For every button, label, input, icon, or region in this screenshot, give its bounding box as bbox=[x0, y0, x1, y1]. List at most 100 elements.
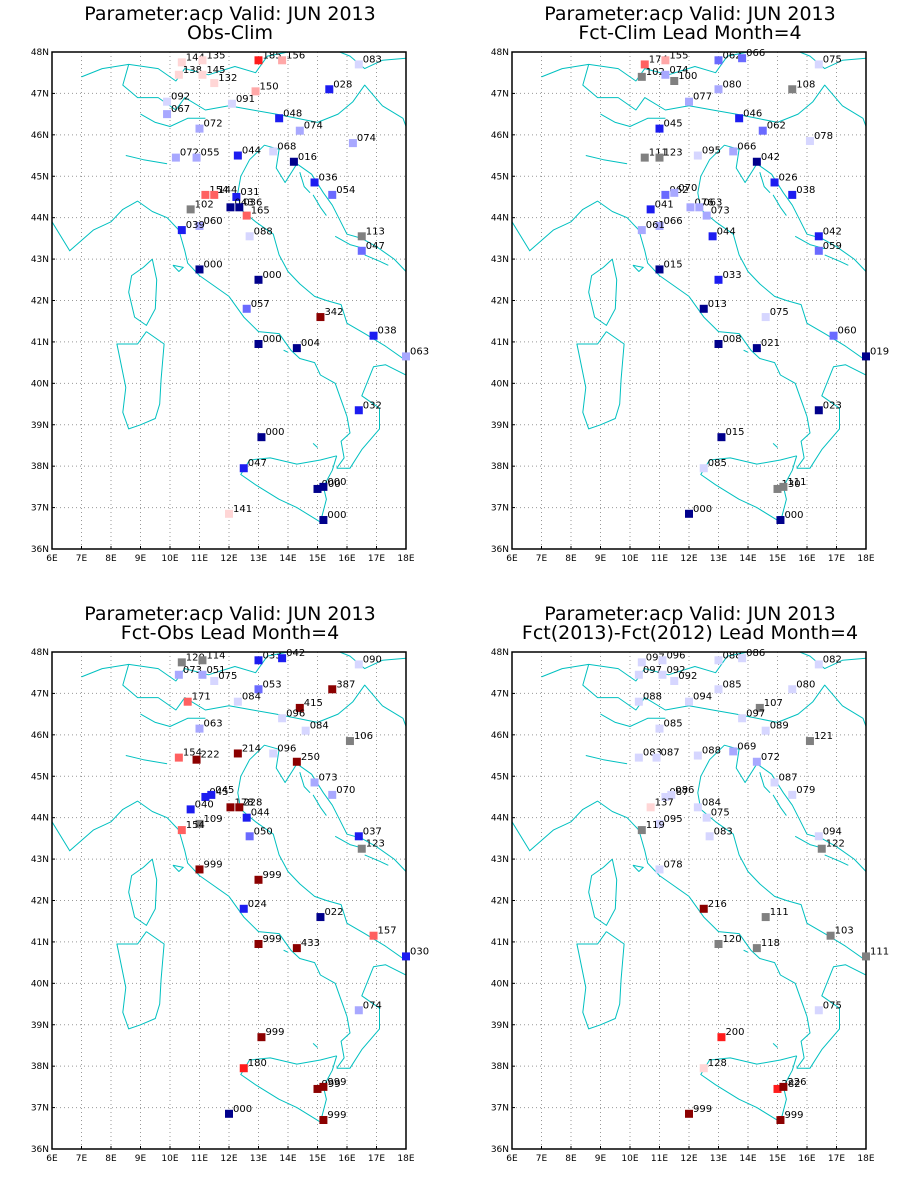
station-label: 094 bbox=[693, 692, 712, 703]
station-marker bbox=[695, 203, 704, 212]
station-marker bbox=[714, 656, 723, 665]
station-marker bbox=[717, 433, 726, 442]
station-label: 045 bbox=[209, 787, 228, 798]
station-label: 226 bbox=[787, 1077, 806, 1088]
coastline bbox=[125, 155, 168, 165]
station-marker bbox=[354, 1006, 363, 1015]
station-label: 111 bbox=[787, 477, 806, 488]
y-tick-label: 39N bbox=[491, 421, 509, 431]
station-label: 048 bbox=[283, 108, 302, 119]
station-label: 069 bbox=[737, 741, 756, 752]
station-marker bbox=[402, 352, 410, 361]
station-label: 063 bbox=[703, 197, 722, 208]
station-marker bbox=[177, 226, 186, 235]
station-label: 111 bbox=[770, 907, 789, 918]
y-tick-label: 47N bbox=[491, 689, 509, 699]
coastline bbox=[116, 931, 165, 1030]
station-marker bbox=[319, 1082, 328, 1091]
station-label: 999 bbox=[327, 1110, 346, 1121]
coastline bbox=[600, 113, 666, 127]
station-label: 999 bbox=[327, 1077, 346, 1088]
station-label: 072 bbox=[761, 752, 780, 763]
coastline bbox=[336, 364, 406, 469]
station-label: 000 bbox=[233, 1104, 252, 1115]
station-label: 074 bbox=[669, 65, 688, 76]
station-label: 082 bbox=[823, 654, 842, 665]
station-marker bbox=[661, 70, 670, 79]
station-label: 044 bbox=[251, 808, 270, 819]
station-label: 084 bbox=[310, 721, 329, 732]
station-label: 066 bbox=[664, 216, 683, 227]
x-tick-label: 16E bbox=[798, 554, 815, 564]
station-marker bbox=[295, 703, 304, 712]
station-label: 095 bbox=[702, 146, 721, 157]
station-marker bbox=[637, 658, 646, 667]
station-marker bbox=[729, 747, 738, 756]
station-marker bbox=[254, 56, 263, 65]
y-tick-label: 38N bbox=[31, 1062, 49, 1072]
station-label: 030 bbox=[410, 946, 429, 957]
station-label: 072 bbox=[180, 148, 199, 159]
x-tick-label: 17E bbox=[368, 1154, 385, 1164]
station-marker bbox=[752, 944, 761, 953]
station-marker bbox=[345, 737, 354, 746]
station-label: 415 bbox=[304, 698, 323, 709]
station-marker bbox=[310, 778, 319, 787]
station-label: 067 bbox=[171, 104, 190, 115]
station-marker bbox=[761, 726, 770, 735]
station-marker bbox=[729, 147, 738, 156]
x-tick-label: 9E bbox=[135, 1154, 147, 1164]
chart-subtitle: Fct-Obs Lead Month=4 bbox=[120, 622, 340, 644]
station-label: 046 bbox=[743, 108, 762, 119]
station-marker bbox=[254, 875, 263, 884]
station-marker bbox=[198, 656, 207, 665]
station-marker bbox=[292, 344, 301, 353]
station-label: 075 bbox=[711, 808, 730, 819]
station-marker bbox=[354, 660, 363, 669]
station-marker bbox=[686, 203, 695, 212]
x-tick-label: 12E bbox=[220, 1154, 237, 1164]
station-marker bbox=[693, 803, 702, 812]
station-label: 036 bbox=[243, 197, 262, 208]
coastlines bbox=[52, 652, 406, 1123]
station-label: 155 bbox=[669, 50, 688, 61]
station-label: 114 bbox=[206, 650, 225, 661]
station-marker bbox=[814, 232, 823, 241]
station-label: 154 bbox=[209, 185, 228, 196]
station-label: 150 bbox=[260, 81, 279, 92]
station-marker bbox=[292, 757, 301, 766]
coastline bbox=[588, 858, 618, 926]
y-tick-label: 47N bbox=[31, 89, 49, 99]
station-label: 000 bbox=[322, 479, 341, 490]
station-label: 000 bbox=[263, 270, 282, 281]
station-label: 111 bbox=[870, 946, 889, 957]
station-label: 102 bbox=[646, 67, 665, 78]
station-label: 097 bbox=[646, 652, 665, 663]
coastline bbox=[632, 264, 644, 272]
x-tick-label: 17E bbox=[828, 1154, 845, 1164]
station-marker bbox=[275, 114, 284, 123]
station-label: 433 bbox=[301, 938, 320, 949]
station-marker bbox=[254, 275, 263, 284]
map-fct-clim: 6E 7E 8E 9E 10E 11E 12E 13E 14E 15E 16E 17E 18E 36N 37… bbox=[491, 48, 889, 564]
coastline bbox=[697, 744, 866, 962]
station-marker bbox=[210, 190, 219, 199]
station-label: 107 bbox=[764, 698, 783, 709]
station-marker bbox=[313, 1084, 322, 1093]
station-marker bbox=[254, 339, 263, 348]
station-marker bbox=[708, 232, 717, 241]
station-label: 171 bbox=[192, 692, 211, 703]
coastline bbox=[576, 331, 625, 430]
station-marker bbox=[685, 509, 693, 518]
x-tick-label: 7E bbox=[76, 554, 88, 564]
x-tick-label: 6E bbox=[506, 1154, 518, 1164]
coastline bbox=[772, 443, 778, 448]
station-marker bbox=[776, 516, 785, 525]
station-marker bbox=[661, 56, 670, 65]
station-marker bbox=[714, 939, 723, 948]
station-label: 032 bbox=[363, 400, 382, 411]
station-label: 121 bbox=[814, 731, 833, 742]
station-marker bbox=[788, 190, 797, 199]
station-label: 073 bbox=[183, 665, 202, 676]
